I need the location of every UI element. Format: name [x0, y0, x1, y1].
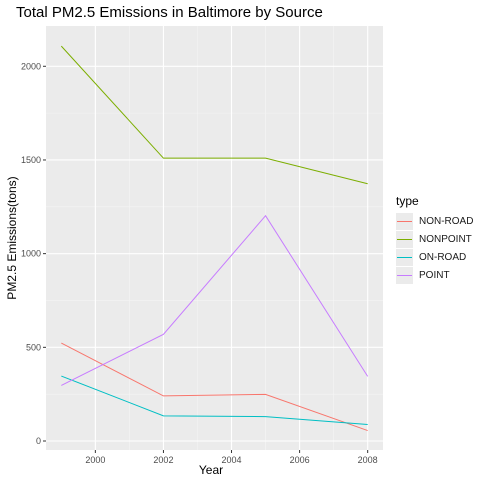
series-line-non-road: [61, 342, 368, 432]
legend-item-on-road: ON-ROAD: [396, 248, 473, 266]
legend-label: NONPOINT: [419, 233, 472, 245]
legend-label: NON-ROAD: [419, 215, 474, 227]
legend-title: type: [396, 194, 419, 208]
legend-key-line: [397, 220, 412, 222]
x-axis-label: Year: [198, 463, 224, 477]
plot-panel: [46, 26, 383, 450]
y-axis: 0 500 1000 1500 2000: [21, 61, 46, 446]
legend-key: [396, 230, 413, 248]
legend-key-line: [397, 256, 412, 258]
legend-key-line: [397, 238, 412, 240]
x-tick-label: 2002: [153, 455, 173, 465]
legend-item-non-road: NON-ROAD: [396, 212, 473, 230]
y-tick-label: 500: [26, 342, 41, 352]
legend-label: ON-ROAD: [419, 251, 467, 263]
chart-title: Total PM2.5 Emissions in Baltimore by So…: [16, 4, 323, 21]
y-axis-label: PM2.5 Emissions(tons): [5, 176, 19, 300]
legend-item-point: POINT: [396, 266, 473, 284]
x-tick-label: 2000: [85, 455, 105, 465]
series-line-on-road: [61, 375, 368, 425]
y-tick-label: 1000: [21, 249, 41, 259]
legend-label: POINT: [419, 269, 450, 281]
legend-key: [396, 266, 413, 284]
major-grid: [46, 26, 383, 450]
x-tick-label: 2008: [358, 455, 378, 465]
legend-key: [396, 212, 413, 230]
series-line-point: [61, 214, 369, 386]
legend-key: [396, 248, 413, 266]
y-tick-label: 1500: [21, 155, 41, 165]
y-tick-label: 2000: [21, 61, 41, 71]
legend-item-nonpoint: NONPOINT: [396, 230, 473, 248]
legend: type NON-ROAD NONPOINT ON-ROAD POINT: [396, 194, 473, 284]
x-tick-label: 2006: [290, 455, 310, 465]
x-axis: 2000 2002 2004 2006 2008: [85, 450, 378, 465]
legend-key-line: [397, 274, 412, 276]
x-tick-label: 2004: [222, 455, 242, 465]
series-line-nonpoint: [60, 45, 368, 185]
series-lines: [60, 45, 369, 432]
legend-items: NON-ROAD NONPOINT ON-ROAD POINT: [396, 212, 473, 284]
minor-grid: [46, 26, 383, 450]
y-tick-label: 0: [36, 436, 41, 446]
